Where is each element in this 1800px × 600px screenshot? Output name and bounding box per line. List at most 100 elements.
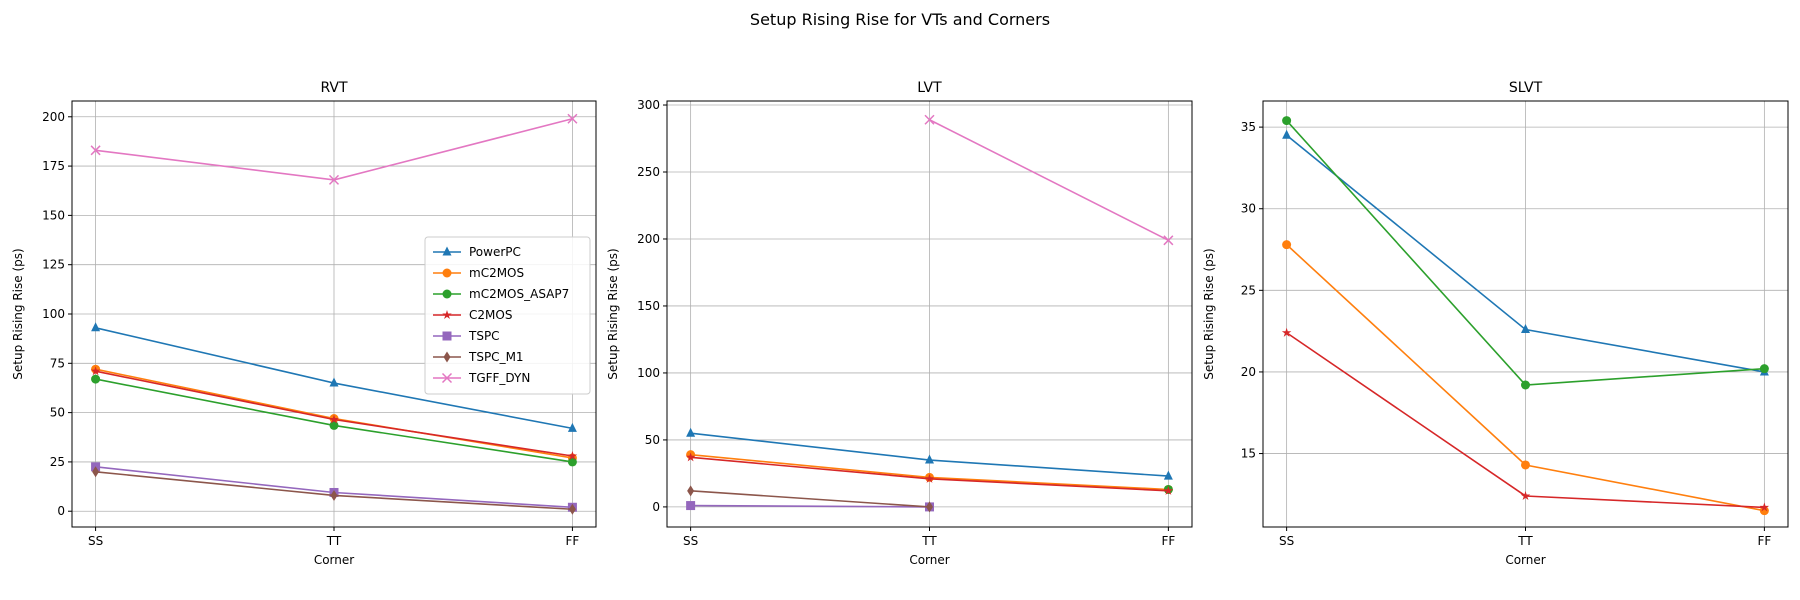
lvt-y-tick-label: 0 bbox=[652, 500, 660, 514]
legend-entry-tspc-m1: TSPC_M1 bbox=[433, 350, 524, 364]
legend-entry-tgff-dyn: TGFF_DYN bbox=[433, 371, 530, 385]
lvt-panel: SS TT FF 0 50 100 150 200 250 300 LVT Corner Setup R… bbox=[606, 80, 1193, 567]
slvt-series-mc2mos-asap7 bbox=[1282, 116, 1769, 390]
legend-label-tspc-m1: TSPC_M1 bbox=[468, 350, 524, 364]
legend-marker-tspc-m1 bbox=[443, 351, 451, 363]
slvt-point-mc2mos bbox=[1282, 240, 1292, 250]
lvt-x-tick-label: TT bbox=[921, 534, 937, 548]
lvt-series-tspc bbox=[686, 501, 934, 512]
rvt-panel: SS TT FF 0 25 50 75 100 125 150 175 200 RVT Corner Set… bbox=[11, 80, 597, 567]
rvt-point-tspc-m1 bbox=[330, 489, 338, 501]
lvt-x-axis-label: Corner bbox=[909, 553, 949, 567]
legend-entry-mc2mos-asap7: mC2MOS_ASAP7 bbox=[433, 287, 569, 301]
slvt-title: SLVT bbox=[1509, 80, 1543, 96]
legend-entry-mc2mos: mC2MOS bbox=[433, 266, 524, 280]
slvt-y-axis-label: Setup Rising Rise (ps) bbox=[1202, 248, 1216, 379]
lvt-point-powerpc bbox=[1163, 470, 1173, 480]
rvt-y-tick-label: 50 bbox=[50, 406, 65, 420]
lvt-point-tgff-dyn bbox=[924, 114, 935, 125]
legend-label-mc2mos-asap7: mC2MOS_ASAP7 bbox=[469, 287, 569, 301]
rvt-point-powerpc bbox=[329, 377, 339, 387]
slvt-point-mc2mos bbox=[1521, 460, 1530, 470]
legend-marker-mc2mos bbox=[442, 268, 452, 278]
rvt-x-tick-label: TT bbox=[326, 534, 342, 548]
rvt-point-mc2mos-asap7 bbox=[567, 457, 577, 467]
rvt-point-tspc-m1 bbox=[568, 503, 576, 515]
legend-marker-mc2mos-asap7 bbox=[442, 289, 452, 299]
slvt-x-tick-label: SS bbox=[1279, 534, 1294, 548]
lvt-line-tspc-m1 bbox=[690, 490, 930, 508]
lvt-point-c2mos bbox=[924, 473, 935, 483]
lvt-point-tspc-m1 bbox=[926, 501, 933, 513]
rvt-series-powerpc bbox=[91, 322, 577, 432]
rvt-series-mc2mos-asap7 bbox=[91, 374, 577, 467]
slvt-point-powerpc bbox=[1282, 129, 1292, 139]
rvt-point-c2mos bbox=[567, 451, 578, 461]
slvt-point-mc2mos-asap7 bbox=[1282, 116, 1292, 126]
lvt-title: LVT bbox=[917, 80, 942, 96]
lvt-point-tspc-m1 bbox=[687, 485, 695, 497]
figure-title: Setup Rising Rise for VTs and Corners bbox=[749, 10, 1051, 29]
rvt-series-tgff-dyn bbox=[90, 113, 578, 185]
rvt-y-tick-label: 150 bbox=[42, 208, 65, 222]
lvt-point-powerpc bbox=[925, 454, 934, 464]
slvt-point-mc2mos bbox=[1759, 506, 1769, 516]
legend-label-tgff-dyn: TGFF_DYN bbox=[468, 371, 530, 385]
rvt-x-tick-label: SS bbox=[88, 534, 103, 548]
lvt-series-c2mos bbox=[685, 452, 1174, 495]
lvt-point-c2mos bbox=[685, 452, 696, 462]
lvt-y-tick-label: 150 bbox=[637, 299, 660, 313]
slvt-y-tick-label: 30 bbox=[1241, 202, 1256, 216]
slvt-point-c2mos bbox=[1520, 490, 1531, 501]
rvt-point-tgff-dyn bbox=[567, 113, 578, 124]
rvt-x-axis-label: Corner bbox=[314, 553, 354, 567]
lvt-point-c2mos bbox=[1163, 485, 1174, 495]
lvt-series-tgff-dyn bbox=[924, 114, 1174, 246]
rvt-point-tgff-dyn bbox=[328, 174, 340, 185]
lvt-point-powerpc bbox=[686, 427, 696, 437]
legend-marker-tgff-dyn bbox=[441, 372, 453, 384]
lvt-line-tgff-dyn bbox=[929, 119, 1169, 242]
rvt-x-tick-label: FF bbox=[566, 534, 580, 548]
rvt-y-tick-label: 0 bbox=[57, 504, 65, 518]
slvt-x-tick-label: FF bbox=[1757, 534, 1771, 548]
slvt-y-tick-label: 15 bbox=[1241, 447, 1256, 461]
slvt-series-c2mos bbox=[1281, 327, 1770, 512]
slvt-x-tick-label: TT bbox=[1517, 534, 1533, 548]
rvt-y-tick-label: 75 bbox=[50, 356, 65, 370]
legend-label-c2mos: C2MOS bbox=[469, 308, 512, 322]
rvt-y-axis-label: Setup Rising Rise (ps) bbox=[11, 248, 25, 379]
rvt-title: RVT bbox=[320, 80, 348, 96]
slvt-panel: SS TT FF 15 20 25 30 35 SLVT Corner Setup Rising R… bbox=[1202, 80, 1789, 567]
rvt-point-powerpc bbox=[567, 422, 577, 432]
rvt-point-tspc-m1 bbox=[92, 466, 100, 478]
legend-label-powerpc: PowerPC bbox=[469, 245, 521, 259]
slvt-point-c2mos bbox=[1281, 327, 1292, 337]
slvt-point-powerpc bbox=[1521, 324, 1530, 334]
lvt-point-tspc bbox=[686, 501, 696, 511]
legend-entry-c2mos: C2MOS bbox=[433, 308, 512, 322]
lvt-series-powerpc bbox=[686, 427, 1173, 480]
lvt-y-tick-label: 200 bbox=[637, 232, 660, 246]
legend-entry-powerpc: PowerPC bbox=[433, 245, 521, 259]
legend-entry-tspc: TSPC bbox=[433, 329, 500, 343]
lvt-series-tspc-m1 bbox=[687, 485, 933, 513]
rvt-series-c2mos bbox=[90, 366, 578, 461]
lvt-x-tick-label: SS bbox=[683, 534, 698, 548]
rvt-series-tspc-m1 bbox=[92, 466, 576, 515]
rvt-point-c2mos bbox=[329, 414, 339, 424]
rvt-y-tick-label: 100 bbox=[42, 307, 65, 321]
slvt-point-mc2mos-asap7 bbox=[1521, 380, 1530, 390]
lvt-y-axis-label: Setup Rising Rise (ps) bbox=[606, 248, 620, 379]
rvt-y-tick-label: 125 bbox=[42, 258, 65, 272]
slvt-point-mc2mos-asap7 bbox=[1759, 364, 1769, 374]
slvt-y-tick-label: 25 bbox=[1241, 283, 1256, 297]
lvt-line-tspc bbox=[690, 504, 930, 508]
lvt-y-tick-label: 100 bbox=[637, 366, 660, 380]
rvt-point-powerpc bbox=[91, 322, 101, 332]
slvt-y-tick-label: 20 bbox=[1241, 365, 1256, 379]
rvt-y-tick-label: 200 bbox=[42, 110, 65, 124]
rvt-legend-box bbox=[424, 236, 591, 395]
lvt-y-tick-label: 50 bbox=[645, 433, 660, 447]
